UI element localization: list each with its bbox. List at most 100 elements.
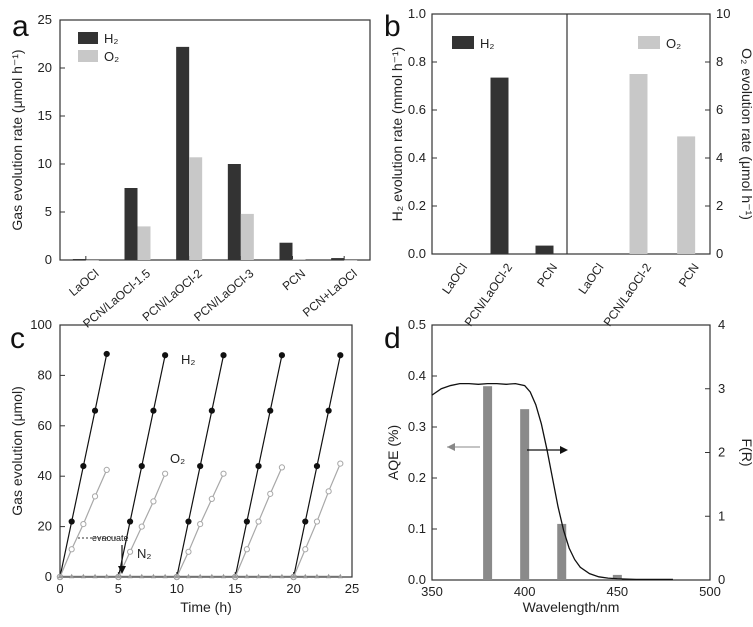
c-o2-point (68, 546, 75, 553)
c-h2-point (68, 518, 75, 525)
a-bar-o2 (292, 259, 306, 260)
c-h2-point (103, 350, 110, 358)
d-plot-frame (431, 324, 711, 581)
b-left-tick-label: 0.2 (408, 198, 426, 213)
a-category-label: PCN (280, 266, 308, 293)
c-n2-point (256, 573, 262, 579)
c-o2-point (150, 498, 157, 505)
d-left-tick-label: 0.2 (408, 470, 426, 485)
a-bar-h2 (279, 242, 293, 260)
panel-letter-a: a (12, 10, 29, 43)
c-h2-point (150, 407, 157, 414)
c-n2-point (221, 573, 227, 579)
c-o2-point (267, 490, 274, 497)
b-bar-h2 (535, 245, 554, 254)
c-h2-label: H₂ (181, 352, 195, 367)
b-bar-h2 (490, 77, 509, 254)
b-bar-o2 (677, 136, 696, 254)
d-left-tick-label: 0.1 (408, 521, 426, 536)
a-bar-h2 (331, 258, 345, 260)
a-bar-h2 (227, 164, 241, 260)
c-o2-point (313, 518, 321, 525)
d-right-tick-label: 2 (718, 445, 725, 460)
c-o2-point (220, 470, 227, 477)
d-left-tick-label: 0.0 (408, 572, 426, 587)
c-n2-point (314, 573, 320, 579)
c-o2-point (337, 460, 344, 467)
c-n2-point (197, 573, 203, 579)
c-y-tick-label: 80 (38, 367, 52, 382)
c-plot-frame (59, 324, 353, 578)
a-y-tick-label: 15 (38, 108, 52, 123)
c-o2-point (278, 464, 286, 471)
b-legend-label-h2: H₂ (480, 36, 494, 51)
c-x-tick-label: 5 (115, 581, 122, 596)
panel-a-chart: 0 5 10 15 20 25 Gas evolution rate (μmol h⁻¹) L… (9, 12, 371, 331)
c-h2-point (208, 407, 215, 414)
b-right-tick-label: 4 (716, 150, 723, 165)
b-legend-label-o2: O₂ (666, 36, 681, 51)
c-h2-point (325, 407, 332, 414)
c-y-tick-label: 60 (38, 418, 52, 433)
b-left-tick-label: 0.8 (408, 54, 426, 69)
b-right-tick-label: 10 (716, 6, 730, 21)
b-legend-swatch-h2 (452, 36, 474, 49)
panel-letter-c: c (10, 322, 25, 355)
a-bar-h2 (176, 46, 190, 260)
a-y-tick-label: 10 (38, 156, 52, 171)
a-bar-o2 (240, 213, 254, 260)
c-x-tick-label: 0 (56, 581, 63, 596)
c-n2-point (209, 573, 215, 579)
panel-letter-d: d (384, 322, 401, 355)
d-left-axis-arrowhead (447, 443, 455, 451)
a-plot-frame (59, 19, 371, 261)
d-aqe-bar (520, 409, 530, 580)
c-o2-point (208, 495, 215, 502)
c-evacuate-arrowhead (118, 566, 126, 574)
panel-letter-b: b (384, 10, 401, 43)
d-aqe-bar (483, 386, 493, 580)
c-x-tick-label: 15 (228, 581, 242, 596)
b-left-axis-label: H₂ evolution rate (mmol h⁻¹) (389, 47, 405, 222)
b-right-tick-label: 8 (716, 54, 723, 69)
b-left-category-label: PCN/LaOCl-2 (462, 260, 516, 328)
d-left-tick-label: 0.4 (408, 368, 426, 383)
d-x-axis-label: Wavelength/nm (523, 599, 620, 615)
a-legend-swatch-o2 (78, 50, 98, 62)
d-left-tick-label: 0.3 (408, 419, 426, 434)
c-h2-point (91, 407, 99, 414)
a-category-label: LaOCl (66, 266, 101, 299)
a-bar-o2 (137, 226, 151, 260)
d-x-tick-label: 450 (606, 584, 628, 599)
c-x-tick-label: 20 (286, 581, 300, 596)
c-o2-point (325, 488, 332, 495)
c-h2-point (138, 463, 145, 470)
d-right-tick-label: 4 (718, 317, 725, 332)
c-evacuate-label: evacuate (92, 533, 129, 543)
a-y-tick-label: 25 (38, 12, 52, 27)
b-right-axis-label: O₂ evolution rate (μmol h⁻¹) (739, 48, 753, 220)
b-left-tick-label: 0.4 (408, 150, 426, 165)
c-h2-point (243, 518, 250, 525)
c-h2-point (185, 518, 192, 525)
d-left-tick-label: 0.5 (408, 317, 426, 332)
c-h2-point (278, 352, 286, 359)
c-n2-point (302, 573, 308, 579)
d-x-tick-label: 350 (421, 584, 443, 599)
c-h2-point (80, 463, 87, 470)
c-o2-point (126, 548, 134, 555)
d-aqe-bar (612, 574, 622, 580)
c-x-tick-label: 10 (170, 581, 184, 596)
b-left-tick-label: 0.0 (408, 246, 426, 261)
c-n2-point (139, 573, 145, 579)
d-fr-curve (431, 382, 673, 581)
c-h2-point (162, 352, 169, 359)
b-right-category-label: PCN/LaOCl-2 (601, 260, 655, 328)
c-n2-label: N₂ (137, 546, 151, 561)
a-category-label: PCN+LaOCl (300, 266, 360, 319)
c-n2-point (326, 573, 332, 579)
c-n2-point (337, 573, 343, 579)
c-n2-point (80, 573, 86, 579)
c-h2-point (313, 463, 321, 470)
c-h2-point (302, 518, 309, 525)
